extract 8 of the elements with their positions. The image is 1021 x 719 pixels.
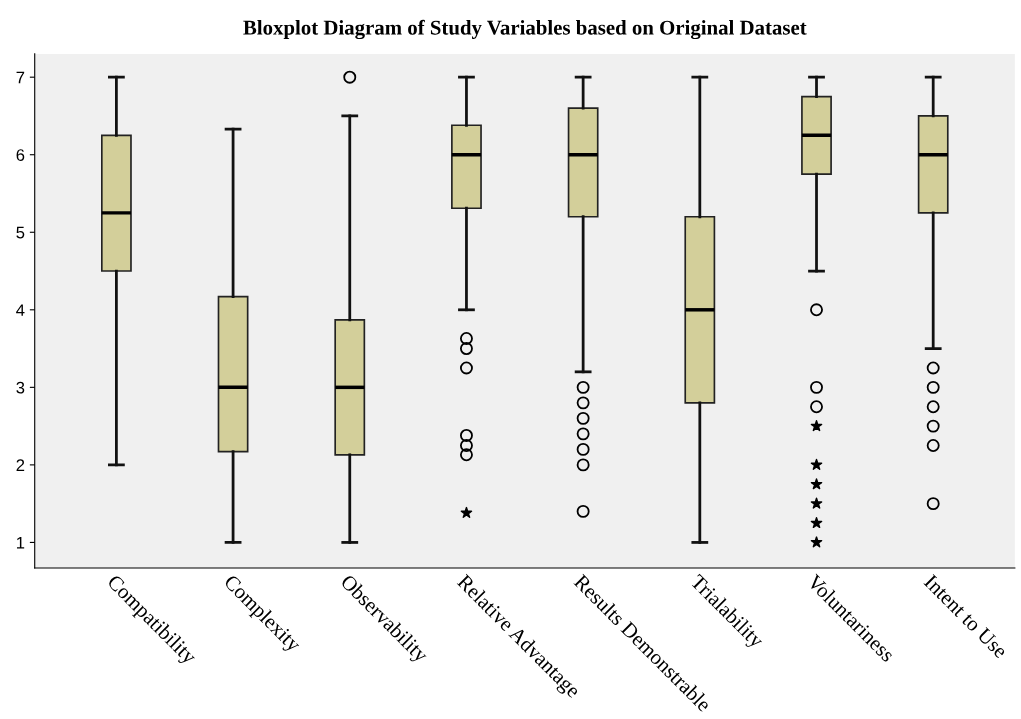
y-tick-label: 1 [16,536,25,549]
y-tick-label: 7 [16,71,25,84]
y-tick-label: 4 [16,304,25,316]
y-tick-label: 3 [16,381,25,394]
y-tick-label: 2 [16,459,25,471]
chart-title: Bloxplot Diagram of Study Variables based on Original Dataset [243,19,807,40]
y-tick-label: 5 [16,226,25,239]
y-tick-label: 6 [16,149,25,161]
